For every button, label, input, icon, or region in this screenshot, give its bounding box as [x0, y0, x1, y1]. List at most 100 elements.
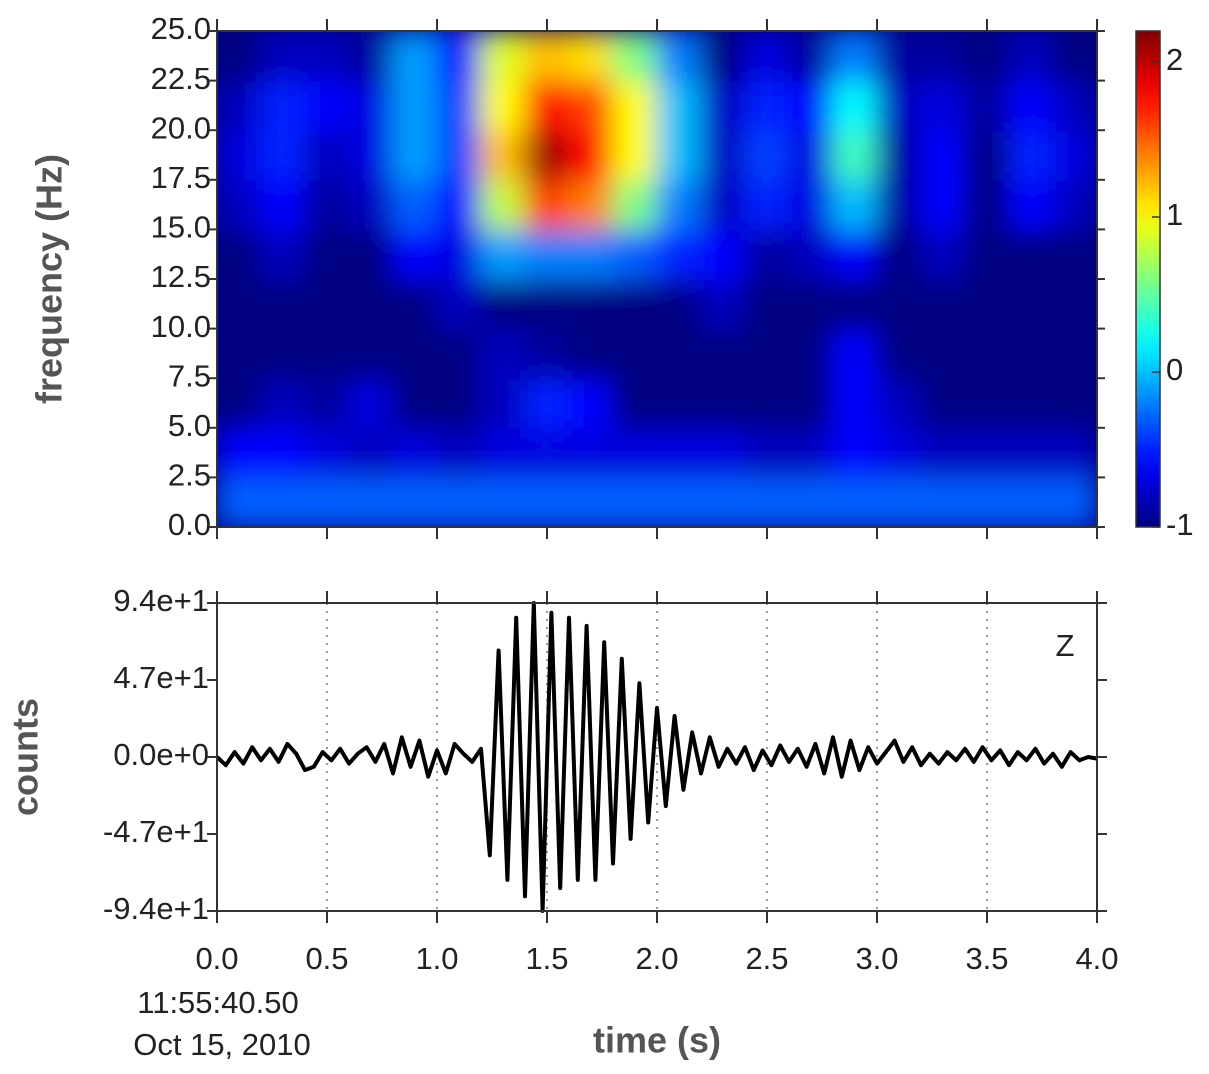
x-tick-label: 0.5	[305, 941, 348, 976]
heatmap-cell	[260, 228, 306, 280]
x-tick-label: 0.0	[195, 941, 238, 976]
heatmap-cell	[920, 79, 966, 132]
heatmap-cell	[876, 228, 922, 280]
y-tick-label: 25.0	[151, 11, 211, 46]
heatmap-cell	[217, 426, 262, 479]
heatmap-cell	[876, 426, 922, 479]
heatmap-cell	[392, 79, 438, 132]
heatmap-cell	[217, 278, 262, 330]
heatmap-cell	[436, 426, 482, 479]
heatmap-cell	[744, 476, 790, 527]
heatmap-cell	[1052, 178, 1097, 231]
heatmap-cell	[1008, 476, 1054, 527]
heatmap-cell	[304, 377, 350, 429]
heatmap-cell	[568, 278, 614, 330]
heatmap-cell	[260, 79, 306, 132]
heatmap-cell	[832, 377, 878, 429]
start-time: 11:55:40.50	[137, 985, 298, 1020]
heatmap-cell	[1052, 426, 1097, 479]
heatmap-cell	[700, 129, 746, 181]
heatmap-cell	[876, 278, 922, 330]
heatmap-cell	[964, 178, 1010, 231]
heatmap-cell	[964, 327, 1010, 380]
heatmap-cell	[700, 426, 746, 479]
heatmap-cell	[304, 476, 350, 527]
heatmap-cell	[700, 31, 746, 82]
heatmap-cell	[568, 31, 614, 82]
heatmap-cell	[832, 476, 878, 527]
heatmap-cell	[392, 129, 438, 181]
heatmap-cell	[1008, 228, 1054, 280]
heatmap-cell	[744, 278, 790, 330]
heatmap-cell	[1052, 278, 1097, 330]
y-tick-label: 17.5	[151, 160, 211, 195]
heatmap-cell	[568, 228, 614, 280]
heatmap-cell	[612, 79, 658, 132]
heatmap-cell	[392, 426, 438, 479]
x-tick-label: 3.0	[855, 941, 898, 976]
start-date: Oct 15, 2010	[133, 1027, 311, 1062]
heatmap-cell	[392, 278, 438, 330]
heatmap-cell	[920, 31, 966, 82]
y-tick-label: 7.5	[168, 358, 211, 393]
waveform	[215, 601, 1098, 913]
heatmap-cell	[744, 31, 790, 82]
x-tick-label: 1.0	[415, 941, 458, 976]
y-tick-label: 0.0e+0	[113, 737, 209, 772]
heatmap-cell	[524, 327, 570, 380]
heatmap-cell	[348, 79, 394, 132]
heatmap-cell	[1008, 426, 1054, 479]
heatmap-cell	[656, 31, 702, 82]
heatmap-cell	[1052, 31, 1097, 82]
heatmap-cell	[964, 278, 1010, 330]
heatmap-cell	[876, 327, 922, 380]
heatmap-cell	[832, 228, 878, 280]
heatmap-cell	[480, 377, 526, 429]
heatmap-cell	[436, 178, 482, 231]
heatmap-cell	[612, 178, 658, 231]
heatmap-cell	[304, 178, 350, 231]
heatmap-cell	[788, 31, 834, 82]
heatmap-cell	[304, 31, 350, 82]
heatmap-cell	[568, 327, 614, 380]
heatmap-cell	[568, 426, 614, 479]
heatmap-cell	[612, 31, 658, 82]
heatmap-cell	[700, 278, 746, 330]
heatmap-cell	[612, 129, 658, 181]
heatmap-cell	[524, 228, 570, 280]
heatmap-cell	[656, 178, 702, 231]
heatmap-cell	[920, 426, 966, 479]
heatmap-cell	[1052, 476, 1097, 527]
heatmap-cell	[260, 129, 306, 181]
heatmap-cell	[524, 31, 570, 82]
heatmap-cell	[788, 178, 834, 231]
heatmap-cell	[656, 377, 702, 429]
y-tick-label: 2.5	[168, 458, 211, 493]
heatmap-cell	[964, 79, 1010, 132]
heatmap-cell	[832, 129, 878, 181]
heatmap-cell	[788, 79, 834, 132]
heatmap-cell	[612, 476, 658, 527]
heatmap-cell	[524, 377, 570, 429]
heatmap-cell	[304, 426, 350, 479]
heatmap-cell	[832, 79, 878, 132]
y-tick-label: 9.4e+1	[113, 583, 209, 618]
heatmap-cell	[656, 476, 702, 527]
y-tick-label: -9.4e+1	[103, 891, 209, 926]
heatmap-cell	[744, 178, 790, 231]
heatmap-cell	[480, 228, 526, 280]
heatmap-cell	[964, 228, 1010, 280]
heatmap-cell	[260, 377, 306, 429]
heatmap-cell	[260, 476, 306, 527]
heatmap-cell	[348, 327, 394, 380]
heatmap-cell	[788, 426, 834, 479]
heatmap-cell	[744, 228, 790, 280]
heatmap-cell	[612, 377, 658, 429]
heatmap-cell	[832, 278, 878, 330]
colorbar	[1135, 30, 1161, 528]
heatmap-cell	[436, 228, 482, 280]
heatmap-cell	[568, 129, 614, 181]
heatmap-cell	[260, 31, 306, 82]
heatmap-cell	[304, 327, 350, 380]
heatmap-cell	[217, 377, 262, 429]
